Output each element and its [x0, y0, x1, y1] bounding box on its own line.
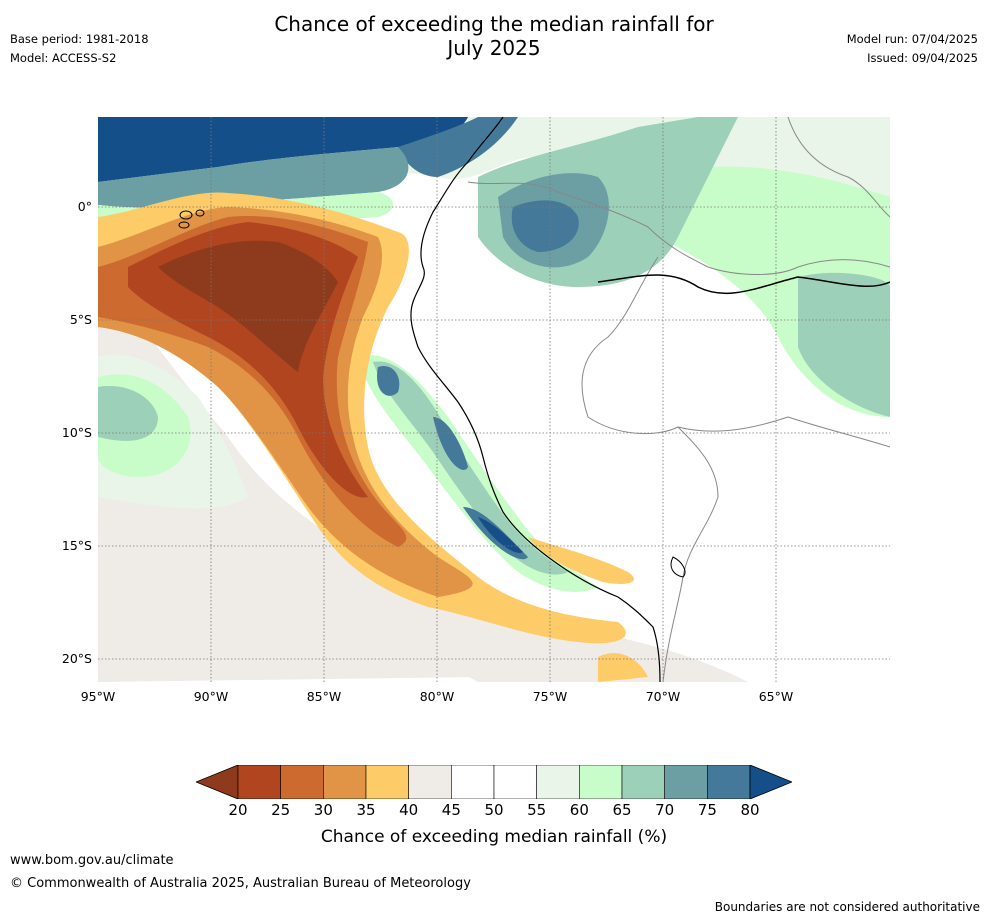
colorbar-cell	[323, 765, 367, 799]
galapagos-islands	[178, 209, 205, 229]
model-name: Model: ACCESS-S2	[10, 51, 117, 65]
colorbar-cell	[536, 765, 580, 799]
region-below-20-core	[158, 240, 338, 372]
lon-label-65w: 65°W	[758, 689, 794, 704]
map-title: Chance of exceeding the median rainfall …	[0, 12, 988, 60]
colorbar-arrow-low	[196, 765, 239, 799]
lon-label-75w: 75°W	[532, 689, 568, 704]
colorbar-tick-label: 75	[697, 801, 717, 819]
colorbar-tick-label: 25	[271, 801, 291, 819]
colorbar-tick-label: 30	[313, 801, 333, 819]
model-run: Model run: 07/04/2025	[846, 32, 978, 46]
footer-disclaimer: Boundaries are not considered authoritat…	[714, 900, 980, 914]
rainfall-map	[98, 117, 890, 682]
colorbar-cell	[664, 765, 708, 799]
meta-left: Base period: 1981-2018 Model: ACCESS-S2	[10, 32, 149, 70]
lon-label-80w: 80°W	[419, 689, 455, 704]
colorbar-cell	[621, 765, 665, 799]
region-coastal-teal	[373, 361, 568, 575]
lon-label-85w: 85°W	[306, 689, 342, 704]
colorbar-cell	[707, 765, 751, 799]
lon-label-90w: 90°W	[193, 689, 229, 704]
colorbar	[196, 765, 792, 799]
lat-label-20s: 20°S	[61, 651, 92, 666]
colorbar-tick-label: 65	[612, 801, 632, 819]
lon-label-70w: 70°W	[645, 689, 681, 704]
colorbar-cell	[280, 765, 324, 799]
meta-right: Model run: 07/04/2025 Issued: 09/04/2025	[847, 32, 978, 70]
colorbar-cell	[408, 765, 452, 799]
region-coastal-dry	[528, 537, 634, 584]
region-teal-west	[98, 386, 158, 441]
colorbar-tick-label: 55	[527, 801, 547, 819]
colorbar-arrow-high	[749, 765, 792, 799]
lat-label-0: 0°	[77, 199, 92, 214]
region-coastal-slate-1	[377, 366, 400, 396]
lon-label-95w: 95°W	[80, 689, 116, 704]
colorbar-cell	[237, 765, 281, 799]
lat-label-5s: 5°S	[69, 312, 92, 327]
colorbar-cell	[493, 765, 537, 799]
region-dark-blue-north	[98, 117, 468, 182]
amazon-river	[597, 274, 890, 295]
colorbar-tick-label: 40	[399, 801, 419, 819]
colorbar-tick-label: 45	[441, 801, 461, 819]
region-teal-east	[798, 272, 890, 417]
region-coastal-slate-2	[433, 417, 468, 470]
colorbar-tick-label: 35	[356, 801, 376, 819]
colorbar-cell	[365, 765, 409, 799]
colorbar-cell	[451, 765, 495, 799]
region-45-50-south	[98, 534, 478, 682]
colorbar-label: Chance of exceeding median rainfall (%)	[320, 827, 668, 847]
base-period: Base period: 1981-2018	[10, 32, 149, 46]
footer-copyright: © Commonwealth of Australia 2025, Austra…	[10, 876, 471, 891]
colorbar-tick-label: 50	[484, 801, 504, 819]
region-slate-ne	[398, 117, 518, 177]
region-south-dry-1	[598, 653, 648, 682]
coastline	[410, 117, 661, 682]
colorbar-tick-label: 20	[228, 801, 248, 819]
title-line-2: July 2025	[447, 36, 541, 60]
lat-label-15s: 15°S	[61, 538, 92, 553]
colorbar-cell	[579, 765, 623, 799]
graticule	[98, 117, 890, 682]
colorbar-tick-label: 70	[655, 801, 675, 819]
colorbar-tick-label: 60	[569, 801, 589, 819]
footer-url: www.bom.gov.au/climate	[10, 853, 174, 868]
lat-label-10s: 10°S	[61, 425, 92, 440]
issued-date: Issued: 09/04/2025	[867, 51, 978, 65]
title-line-1: Chance of exceeding the median rainfall …	[274, 12, 714, 36]
colorbar-tick-label: 80	[740, 801, 760, 819]
region-coastal-blue	[478, 517, 523, 553]
region-teal-band	[98, 147, 409, 208]
region-slate-north	[511, 200, 579, 252]
lake-titicaca	[670, 556, 686, 578]
